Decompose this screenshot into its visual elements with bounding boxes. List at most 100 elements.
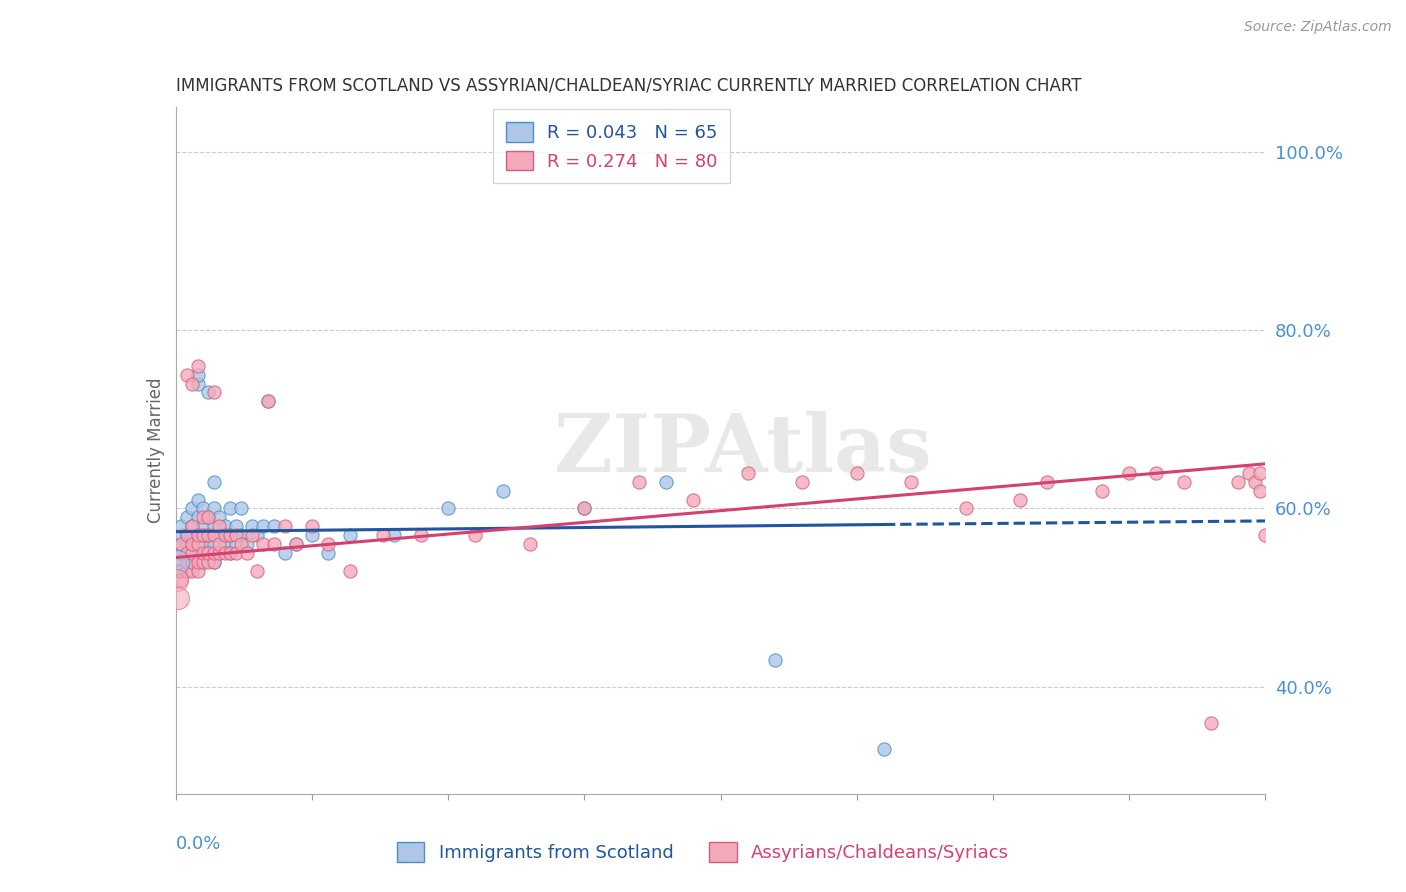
Point	[219, 546, 242, 560]
Point	[202, 385, 225, 400]
Point	[191, 501, 214, 516]
Point	[682, 492, 704, 507]
Point	[263, 519, 285, 533]
Point	[574, 501, 596, 516]
Point	[197, 546, 219, 560]
Legend: Immigrants from Scotland, Assyrians/Chaldeans/Syriacs: Immigrants from Scotland, Assyrians/Chal…	[389, 835, 1017, 870]
Text: ZIPAtlas: ZIPAtlas	[554, 411, 931, 490]
Point	[181, 564, 204, 578]
Point	[166, 555, 188, 569]
Point	[464, 528, 486, 542]
Point	[202, 537, 225, 551]
Point	[219, 528, 242, 542]
Point	[1036, 475, 1059, 489]
Point	[339, 564, 361, 578]
Point	[202, 475, 225, 489]
Point	[519, 537, 541, 551]
Legend: R = 0.043   N = 65, R = 0.274   N = 80: R = 0.043 N = 65, R = 0.274 N = 80	[494, 109, 730, 183]
Point	[176, 546, 198, 560]
Point	[845, 466, 868, 480]
Point	[170, 573, 193, 587]
Point	[1173, 475, 1195, 489]
Point	[176, 564, 198, 578]
Point	[186, 537, 209, 551]
Point	[170, 519, 193, 533]
Point	[219, 501, 242, 516]
Point	[191, 546, 214, 560]
Point	[170, 537, 193, 551]
Point	[176, 555, 198, 569]
Point	[181, 555, 204, 569]
Point	[186, 376, 209, 391]
Point	[1091, 483, 1114, 498]
Point	[181, 546, 204, 560]
Point	[214, 519, 236, 533]
Point	[166, 573, 188, 587]
Point	[1144, 466, 1167, 480]
Point	[202, 555, 225, 569]
Point	[197, 555, 219, 569]
Point	[574, 501, 596, 516]
Point	[208, 528, 231, 542]
Point	[191, 519, 214, 533]
Point	[240, 528, 263, 542]
Point	[1249, 466, 1271, 480]
Point	[955, 501, 977, 516]
Point	[263, 537, 285, 551]
Point	[208, 519, 231, 533]
Point	[186, 510, 209, 524]
Point	[176, 528, 198, 542]
Point	[301, 519, 323, 533]
Point	[202, 528, 225, 542]
Point	[231, 528, 253, 542]
Point	[202, 501, 225, 516]
Point	[208, 546, 231, 560]
Point	[225, 537, 247, 551]
Point	[208, 546, 231, 560]
Point	[197, 510, 219, 524]
Point	[170, 546, 193, 560]
Point	[318, 537, 340, 551]
Point	[197, 528, 219, 542]
Point	[197, 385, 219, 400]
Point	[873, 742, 896, 756]
Point	[202, 555, 225, 569]
Point	[318, 546, 340, 560]
Point	[655, 475, 678, 489]
Point	[186, 555, 209, 569]
Point	[246, 564, 269, 578]
Point	[191, 528, 214, 542]
Point	[181, 519, 204, 533]
Point	[214, 528, 236, 542]
Point	[225, 546, 247, 560]
Point	[181, 376, 204, 391]
Point	[231, 501, 253, 516]
Point	[186, 528, 209, 542]
Point	[208, 510, 231, 524]
Point	[197, 546, 219, 560]
Point	[214, 546, 236, 560]
Point	[186, 368, 209, 382]
Point	[202, 519, 225, 533]
Point	[197, 510, 219, 524]
Point	[197, 528, 219, 542]
Point	[167, 591, 190, 605]
Point	[240, 519, 263, 533]
Point	[274, 546, 297, 560]
Point	[181, 537, 204, 551]
Point	[1249, 483, 1271, 498]
Point	[1237, 466, 1260, 480]
Point	[181, 501, 204, 516]
Point	[186, 564, 209, 578]
Point	[1227, 475, 1250, 489]
Point	[252, 537, 274, 551]
Point	[409, 528, 432, 542]
Point	[763, 653, 786, 667]
Point	[246, 528, 269, 542]
Point	[170, 528, 193, 542]
Point	[186, 546, 209, 560]
Text: IMMIGRANTS FROM SCOTLAND VS ASSYRIAN/CHALDEAN/SYRIAC CURRENTLY MARRIED CORRELATI: IMMIGRANTS FROM SCOTLAND VS ASSYRIAN/CHA…	[176, 77, 1081, 95]
Point	[170, 537, 193, 551]
Point	[186, 492, 209, 507]
Point	[202, 546, 225, 560]
